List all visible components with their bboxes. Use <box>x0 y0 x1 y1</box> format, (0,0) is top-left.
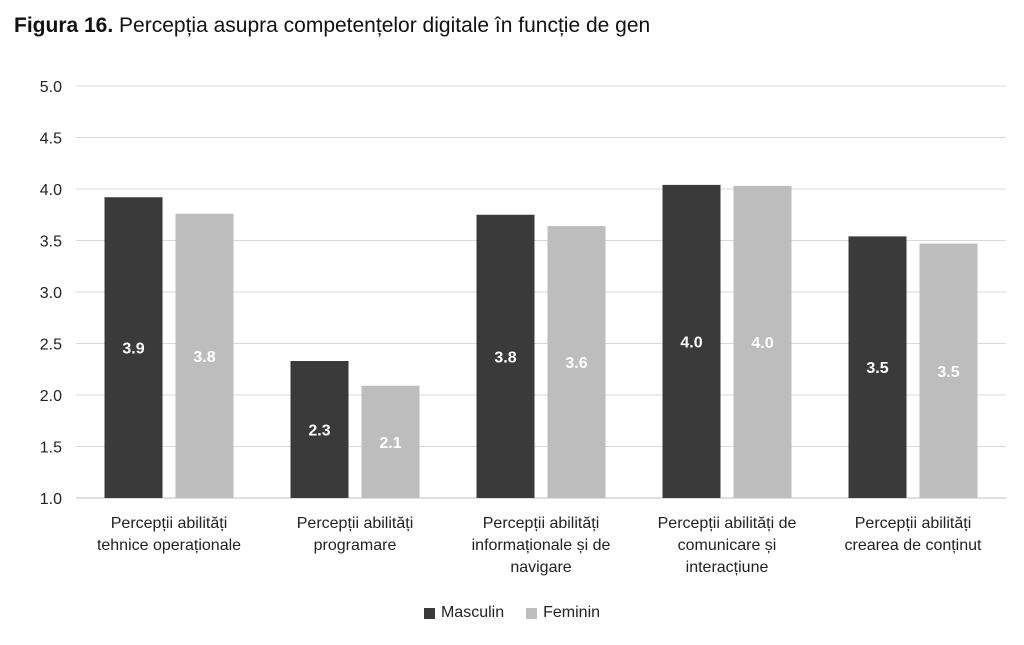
bar-masculin <box>662 184 721 498</box>
x-category-label-line: Percepții abilități de <box>658 515 797 532</box>
x-category-label-line: navigare <box>510 559 571 576</box>
x-category-label-line: tehnice operaționale <box>97 537 241 554</box>
x-category-label-line: Percepții abilități <box>297 515 414 532</box>
data-label-masculin: 2.3 <box>308 423 330 440</box>
x-category-label-line: programare <box>314 537 397 554</box>
x-category-label-line: comunicare și <box>678 537 777 554</box>
data-label-masculin: 3.9 <box>122 341 144 358</box>
y-tick-label: 5.0 <box>40 79 62 96</box>
x-category-label: Percepții abilități programare <box>297 515 414 554</box>
legend-label-masculin: Masculin <box>440 604 505 621</box>
legend-swatch-masculin <box>423 607 435 619</box>
figure-number: Figura 16. <box>14 14 114 37</box>
y-tick-label: 1.5 <box>40 440 62 457</box>
bar-masculin <box>848 236 907 498</box>
x-category-label-line: crearea de conținut <box>845 537 983 554</box>
legend: Masculin Feminin <box>0 604 1024 622</box>
data-label-feminin: 2.1 <box>379 435 401 452</box>
x-category-label-line: Percepții abilități <box>483 515 600 532</box>
x-category-label: Percepții abilități informaționale și de n… <box>472 515 611 576</box>
y-tick-label: 2.5 <box>40 337 62 354</box>
bar-chart: 1.0 1.5 2.0 2.5 3.0 3.5 4.0 4.5 5.0 3.9 3.8 Percepț… <box>40 79 1006 576</box>
legend-label-feminin: Feminin <box>543 604 601 621</box>
y-tick-label: 2.0 <box>40 388 62 405</box>
bar-masculin <box>104 197 163 499</box>
y-tick-label: 1.0 <box>40 491 62 508</box>
data-label-feminin: 3.8 <box>193 349 215 366</box>
bar-masculin <box>290 361 349 498</box>
figure-caption: Percepția asupra competențelor digitale … <box>119 14 651 37</box>
legend-item-masculin: Masculin <box>423 604 505 622</box>
x-category-label-line: Percepții abilități <box>111 515 228 532</box>
bar-feminin <box>175 213 234 498</box>
chart-title: Figura 16. Percepția asupra competențelo… <box>14 14 650 38</box>
y-tick-label: 4.5 <box>40 131 62 148</box>
data-label-masculin: 3.8 <box>494 349 516 366</box>
x-category-label-line: interacțiune <box>686 559 769 576</box>
legend-swatch-feminin <box>526 607 538 619</box>
x-category-label: Percepții abilități tehnice operaționale <box>97 515 241 554</box>
bar-masculin <box>476 214 535 498</box>
bar-feminin <box>733 185 792 498</box>
bar-feminin <box>547 226 606 498</box>
data-label-masculin: 4.0 <box>680 334 702 351</box>
data-label-masculin: 3.5 <box>866 360 888 377</box>
x-category-label-line: Percepții abilități <box>855 515 972 532</box>
y-tick-label: 3.5 <box>40 234 62 251</box>
data-label-feminin: 4.0 <box>751 335 773 352</box>
x-category-label: Percepții abilități de comunicare și inter… <box>658 515 797 576</box>
data-label-feminin: 3.6 <box>565 355 587 372</box>
y-tick-label: 4.0 <box>40 182 62 199</box>
bar-feminin <box>919 243 978 498</box>
bar-feminin <box>361 385 420 498</box>
data-label-feminin: 3.5 <box>937 364 959 381</box>
x-category-label-line: informaționale și de <box>472 537 611 554</box>
x-category-label: Percepții abilități crearea de conținut <box>845 515 983 554</box>
y-tick-label: 3.0 <box>40 285 62 302</box>
legend-item-feminin: Feminin <box>526 604 600 622</box>
